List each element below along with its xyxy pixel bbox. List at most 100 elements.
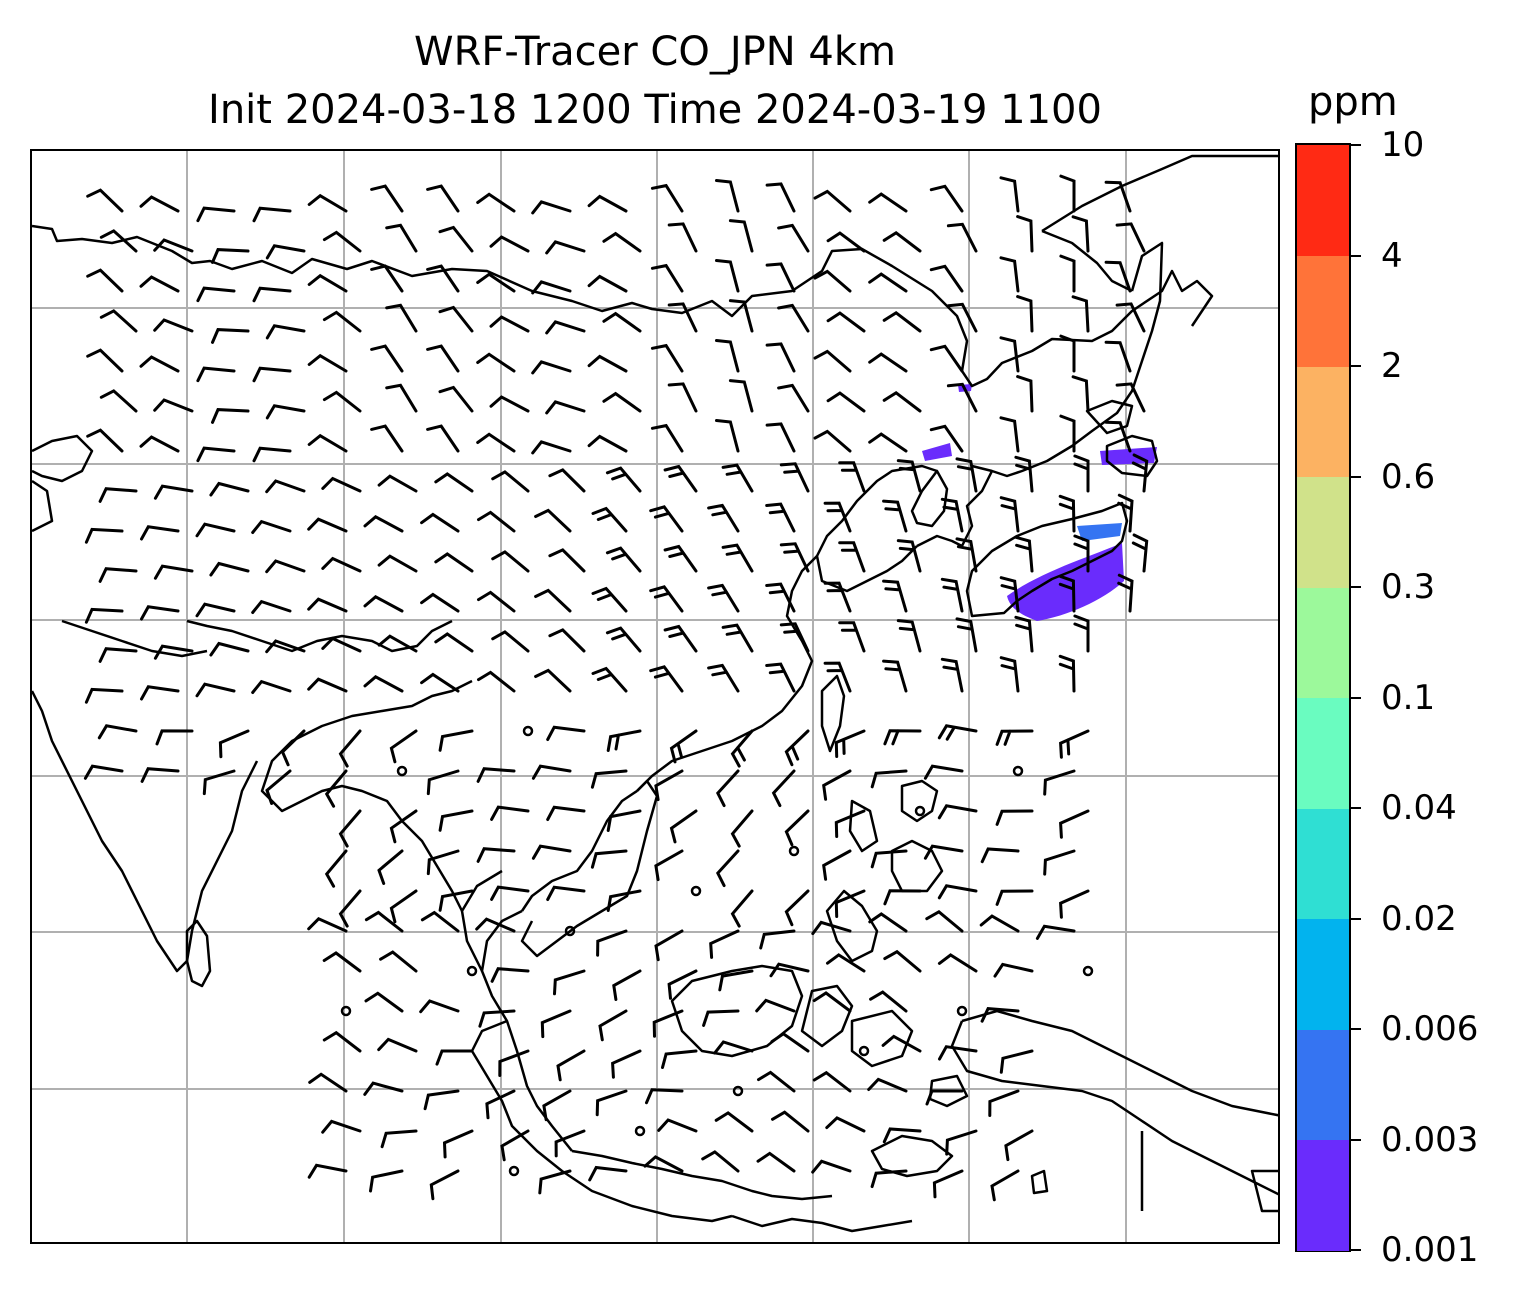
wind-barb xyxy=(485,1089,516,1120)
wind-barb xyxy=(779,462,810,493)
wind-barb xyxy=(209,481,250,497)
wind-barb xyxy=(896,619,922,653)
calm-wind-markers xyxy=(340,725,1094,1177)
wind-barb xyxy=(363,1081,404,1096)
wind-barb xyxy=(602,391,642,413)
wind-barb xyxy=(251,599,292,614)
calm-wind-marker xyxy=(340,1005,352,1017)
wind-barb xyxy=(715,179,740,213)
wind-barb xyxy=(1043,769,1076,796)
wind-barb xyxy=(435,1049,474,1066)
wind-barb xyxy=(654,929,684,962)
wind-barb xyxy=(988,1089,1020,1117)
wind-barb xyxy=(590,769,628,789)
wind-barb xyxy=(476,432,516,453)
wind-barb xyxy=(649,505,684,533)
wind-barb xyxy=(1058,494,1076,533)
wind-barb xyxy=(370,264,404,293)
wind-barb xyxy=(438,305,474,333)
wind-barb xyxy=(777,383,810,413)
wind-barb xyxy=(701,1150,740,1173)
wind-barb xyxy=(99,229,138,253)
wind-barb xyxy=(823,661,852,693)
wind-barb xyxy=(661,1049,698,1069)
wind-barb xyxy=(438,385,474,413)
wind-barb xyxy=(868,912,908,933)
colorbar-tick-label: 0.1 xyxy=(1381,677,1436,718)
wind-barb xyxy=(545,320,586,335)
wind-barb xyxy=(139,275,180,293)
wind-barb xyxy=(98,487,138,503)
wind-barb xyxy=(86,348,124,373)
wind-barb xyxy=(867,1077,908,1093)
wind-barb xyxy=(489,235,530,253)
wind-barb xyxy=(1004,1129,1034,1162)
calm-wind-marker xyxy=(634,1125,646,1137)
colorbar-segment xyxy=(1297,918,1349,1030)
wind-barb xyxy=(955,537,978,573)
calm-wind-marker xyxy=(1082,965,1094,977)
wind-barb xyxy=(657,1118,698,1133)
map-title-line1: WRF-Tracer CO_JPN 4km xyxy=(414,29,896,75)
wind-barb xyxy=(209,561,250,577)
wind-barb xyxy=(369,1169,404,1193)
wind-barb xyxy=(765,502,796,533)
wind-barb xyxy=(667,222,698,253)
wind-barb xyxy=(153,318,194,333)
colorbar-segment xyxy=(1297,145,1349,256)
wind-barb xyxy=(153,398,194,413)
wind-barb xyxy=(826,311,866,333)
wind-barb xyxy=(548,628,586,653)
wind-barb xyxy=(83,764,124,780)
wind-barb xyxy=(542,1089,572,1122)
wind-barb xyxy=(324,849,348,888)
wind-barb xyxy=(759,929,796,950)
wind-barb xyxy=(995,809,1034,826)
wind-barb xyxy=(1059,809,1090,839)
wind-barb xyxy=(714,1111,754,1133)
wind-barb xyxy=(602,311,642,333)
wind-barb xyxy=(195,682,236,698)
colorbar-segment xyxy=(1297,366,1349,477)
wind-barb xyxy=(713,1040,754,1055)
wind-barb xyxy=(923,844,964,860)
wind-barb xyxy=(756,1151,796,1173)
wind-barb xyxy=(84,607,124,624)
wind-barb xyxy=(196,206,236,223)
wind-barb xyxy=(363,594,404,613)
wind-barb xyxy=(434,632,474,653)
wind-barb xyxy=(937,804,978,820)
wind-barb xyxy=(929,184,964,213)
wind-barb xyxy=(211,248,250,264)
wind-barb xyxy=(476,352,516,373)
wind-barb xyxy=(252,286,292,303)
wind-barb xyxy=(426,424,460,453)
wind-barb xyxy=(718,969,754,992)
wind-barb xyxy=(307,677,348,693)
wind-barb xyxy=(265,559,306,574)
wind-barb xyxy=(955,617,978,653)
wind-barb xyxy=(476,847,516,863)
colorbar-tick-mark xyxy=(1351,917,1361,920)
wind-barb xyxy=(663,544,698,573)
wind-barb xyxy=(980,1007,1020,1023)
wind-barb xyxy=(715,769,740,808)
wind-barb xyxy=(491,630,530,653)
wind-barb xyxy=(1016,295,1034,333)
wind-barb xyxy=(1059,334,1076,373)
wind-barb xyxy=(1059,889,1090,919)
wind-barb xyxy=(429,1169,460,1201)
wind-barb xyxy=(426,344,460,373)
wind-barb xyxy=(709,929,740,959)
wind-barb xyxy=(1104,420,1132,453)
wind-barb xyxy=(721,463,754,493)
wind-barb xyxy=(477,510,516,533)
wind-barb xyxy=(265,479,306,494)
wind-barb xyxy=(438,889,474,912)
wind-barb xyxy=(338,889,362,928)
wind-barb xyxy=(500,1129,530,1162)
wind-barb xyxy=(643,1155,684,1173)
wind-barb xyxy=(86,268,124,293)
wind-barb xyxy=(980,847,1020,864)
wind-barb xyxy=(139,435,180,453)
